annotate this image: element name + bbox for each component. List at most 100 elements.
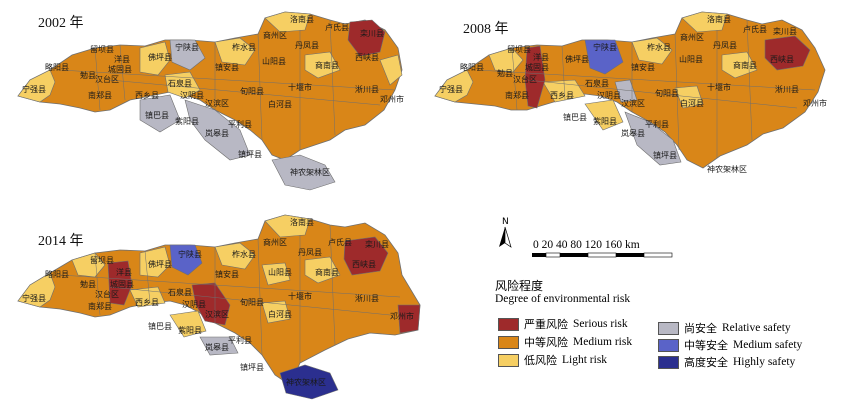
county-label: 紫阳县 [593,117,617,126]
county-label: 镇巴县 [145,110,169,120]
county-label: 南郑县 [505,90,529,100]
county-label: 镇安县 [215,62,239,72]
legend-label-en: Relative safety [722,322,791,334]
county-label: 汉台区 [95,74,119,84]
scale-bar-label: 0 20 40 80 120 160 km [533,239,640,251]
legend-swatch [498,353,519,367]
county-label: 卢氏县 [743,24,767,34]
legend-swatch [658,338,679,352]
county-label: 西峡县 [352,259,376,269]
region-serious-dengzhou [397,304,421,334]
county-label: 淅川县 [775,84,799,94]
county-label: 汉台区 [95,289,119,299]
panel-title: 2014 年 [38,234,84,249]
region-light-luonan [264,214,311,238]
region-light-luonan [681,11,728,33]
county-label: 镇安县 [215,269,239,279]
county-label: 淅川县 [355,84,379,94]
legend-item-medium-safety: 中等安全 Medium safety [658,337,802,353]
region-light-shangnan [304,256,341,284]
region-safety-ningshan [169,39,206,71]
county-label: 汉阴县 [180,91,204,100]
county-label: 勉县 [80,70,96,80]
north-label: N [502,217,509,227]
region-serious-xixia [764,35,811,71]
county-label: 商州区 [263,30,287,40]
region-light-foping [139,41,171,76]
legend-label-zh: 低风险 [524,354,557,367]
region-light-shangnan [304,51,341,79]
region-light-zhashui [214,37,256,66]
county-label: 洛南县 [290,14,314,24]
county-label: 汉阴县 [597,91,621,100]
county-label: 白河县 [268,309,292,319]
county-label: 旬阳县 [240,86,264,96]
county-label: 商南县 [315,267,339,277]
county-label: 神农架林区 [707,164,747,174]
county-label: 镇巴县 [148,321,172,331]
legend-label-en: Serious risk [573,318,628,330]
region-light-baihe [261,300,291,324]
county-label: 宁强县 [439,84,463,94]
county-label: 淅川县 [355,293,379,303]
county-label: 宁陕县 [178,249,202,259]
region-medsafety-ningshan [584,39,624,75]
county-label: 西乡县 [550,91,574,100]
county-label: 紫阳县 [175,117,199,126]
region-light-ziyang [169,310,207,338]
county-label: 石泉县 [168,287,192,297]
county-label: 旬阳县 [655,88,679,98]
county-label: 城固县 [108,65,132,74]
county-label: 宁强县 [22,293,46,303]
region-serious-luanchuan [347,19,386,57]
risk-map-2008: 洛南县 商州区 卢氏县 栾川县 丹凤县 西峡县 商南县 淅川县 邓州市 略阳县 … [434,11,827,174]
region-light-zhashui [631,37,673,65]
county-label: 十堰市 [288,291,312,301]
legend-swatch [658,321,679,335]
county-label: 宁陕县 [175,42,199,52]
county-label: 山阳县 [262,56,286,66]
legend-item-highly-safety: 高度安全 Highly safety [658,354,795,370]
legend-label-zh: 中等风险 [524,336,568,349]
county-label: 十堰市 [288,82,312,92]
region-light-luoyang [434,69,474,103]
county-label: 留坝县 [507,44,531,54]
county-label: 商州区 [680,32,704,42]
scale-bar [532,252,673,258]
county-label: 石泉县 [585,78,609,88]
county-label: 略阳县 [45,62,69,72]
legend-label-zh: 严重风险 [524,318,568,331]
region-safety-shennongjia [271,154,336,191]
county-label: 留坝县 [90,44,114,54]
county-label: 商南县 [733,60,757,70]
region-light-shangnan [721,51,758,79]
region-safety-langao [199,336,239,356]
county-label: 镇坪县 [653,150,677,160]
county-label: 洋县 [116,267,132,277]
county-label: 平利县 [645,119,669,129]
region-light-luoyang [17,272,56,308]
county-label: 柞水县 [647,42,671,52]
county-label: 镇安县 [631,62,655,72]
county-label: 卢氏县 [328,237,352,247]
county-label: 汉台区 [513,74,537,84]
county-label: 白河县 [268,99,292,109]
county-label: 勉县 [497,68,513,78]
region-base [17,11,403,161]
region-light-luoyang [17,69,56,103]
county-label: 宁强县 [22,84,46,94]
county-label: 旬阳县 [240,297,264,307]
county-label: 栾川县 [365,239,389,249]
legend-label-zh: 中等安全 [684,339,728,352]
county-label: 平利县 [228,335,252,345]
county-label: 十堰市 [707,82,731,92]
county-label: 柞水县 [232,42,256,52]
county-label: 南郑县 [88,90,112,100]
county-label: 丹凤县 [298,248,322,257]
legend-label-zh: 高度安全 [684,356,728,369]
county-label: 神农架林区 [290,167,330,177]
county-label: 略阳县 [460,62,484,72]
region-safety-langao [624,111,682,166]
region-light-liuba [71,252,106,278]
panel-title: 2002 年 [38,16,84,31]
